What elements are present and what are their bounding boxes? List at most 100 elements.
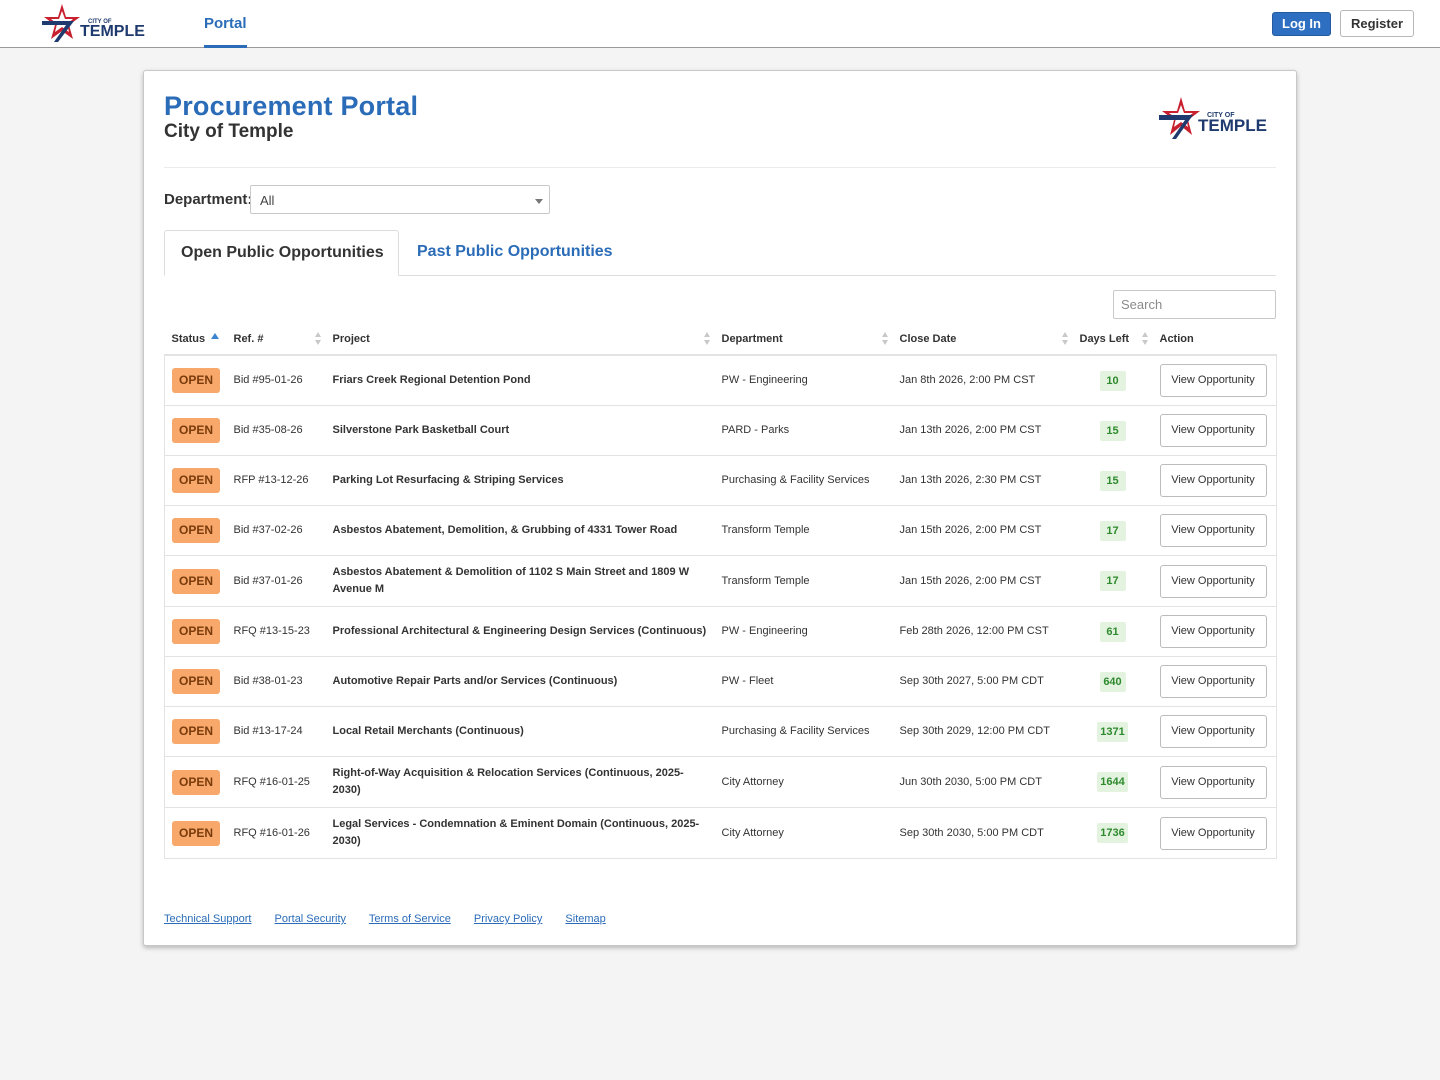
ref-number: Bid #13-17-24 (233, 725, 303, 737)
page-subtitle: City of Temple (164, 121, 294, 142)
close-date: Sep 30th 2030, 5:00 PM CDT (899, 826, 1044, 839)
search-input[interactable] (1113, 290, 1276, 319)
department: PW - Fleet (721, 675, 774, 687)
status-badge: OPEN (172, 719, 220, 744)
register-button[interactable]: Register (1340, 10, 1414, 37)
column-header-close-date[interactable]: Close Date (892, 324, 1073, 356)
project-name: Asbestos Abatement & Demolition of 1102 … (332, 566, 690, 595)
department: Purchasing & Facility Services (721, 474, 870, 486)
login-button[interactable]: Log In (1272, 12, 1331, 36)
view-opportunity-button[interactable]: View Opportunity (1159, 414, 1267, 447)
table-row: OPEN RFQ #16-01-26 Legal Services - Cond… (164, 807, 1277, 859)
sort-icon (881, 332, 889, 346)
project-name: Legal Services - Condemnation & Eminent … (332, 818, 700, 847)
project-name: Asbestos Abatement, Demolition, & Grubbi… (332, 524, 678, 536)
page-title: Procurement Portal (164, 91, 419, 121)
status-badge: OPEN (172, 368, 220, 393)
footer-link-technical-support[interactable]: Technical Support (164, 913, 252, 925)
days-left-badge: 640 (1099, 671, 1126, 692)
tabs-divider (164, 275, 1276, 276)
department: PARD - Parks (721, 424, 790, 436)
department: Transform Temple (721, 574, 810, 587)
column-header-action: Action (1152, 324, 1277, 356)
project-name: Silverstone Park Basketball Court (332, 424, 510, 436)
table-row: OPEN Bid #13-17-24 Local Retail Merchant… (164, 706, 1277, 757)
logo-large-text: TEMPLE (1198, 116, 1267, 135)
sort-icon (703, 332, 711, 346)
view-opportunity-button[interactable]: View Opportunity (1159, 816, 1267, 850)
sort-asc-icon (211, 333, 220, 339)
close-date: Jan 15th 2026, 2:00 PM CST (899, 574, 1042, 587)
department: City Attorney (721, 775, 784, 788)
logo-small-text: CITY OF (88, 19, 112, 25)
ref-number: Bid #35-08-26 (233, 424, 303, 436)
table-row: OPEN Bid #38-01-23 Automotive Repair Par… (164, 656, 1277, 707)
days-left-badge: 1371 (1097, 721, 1128, 742)
ref-number: RFQ #13-15-23 (233, 625, 310, 637)
view-opportunity-button[interactable]: View Opportunity (1159, 615, 1267, 648)
tab-open-opportunities[interactable]: Open Public Opportunities (164, 230, 399, 276)
table-row: OPEN Bid #37-02-26 Asbestos Abatement, D… (164, 505, 1277, 556)
department: Transform Temple (721, 524, 810, 536)
status-badge: OPEN (172, 669, 220, 694)
view-opportunity-button[interactable]: View Opportunity (1159, 665, 1267, 698)
view-opportunity-button[interactable]: View Opportunity (1159, 564, 1267, 598)
table-row: OPEN Bid #37-01-26 Asbestos Abatement & … (164, 555, 1277, 607)
dropdown-caret-icon (535, 199, 543, 204)
status-badge: OPEN (172, 769, 220, 795)
project-name: Professional Architectural & Engineering… (332, 625, 707, 637)
table-header-row: Status Ref. # Project Department Close D… (164, 324, 1277, 356)
view-opportunity-button[interactable]: View Opportunity (1159, 464, 1267, 497)
footer-links: Technical Support Portal Security Terms … (164, 913, 626, 925)
ref-number: Bid #95-01-26 (233, 374, 303, 386)
sort-icon (1141, 332, 1149, 346)
view-opportunity-button[interactable]: View Opportunity (1159, 765, 1267, 799)
footer-link-sitemap[interactable]: Sitemap (565, 913, 606, 925)
nav-portal-tab[interactable]: Portal (204, 0, 247, 48)
portal-card: Procurement Portal City of Temple CITY O… (143, 70, 1297, 946)
view-opportunity-button[interactable]: View Opportunity (1159, 364, 1267, 397)
city-logo[interactable]: CITY OF TEMPLE (40, 2, 150, 46)
status-badge: OPEN (172, 820, 220, 846)
ref-number: Bid #38-01-23 (233, 675, 303, 687)
table-row: OPEN RFP #13-12-26 Parking Lot Resurfaci… (164, 455, 1277, 506)
department: PW - Engineering (721, 374, 808, 386)
footer-link-portal-security[interactable]: Portal Security (274, 913, 347, 925)
status-badge: OPEN (172, 418, 220, 443)
column-header-department[interactable]: Department (714, 324, 893, 356)
ref-number: Bid #37-02-26 (233, 524, 303, 536)
table-row: OPEN RFQ #13-15-23 Professional Architec… (164, 606, 1277, 657)
project-name: Right-of-Way Acquisition & Relocation Se… (332, 767, 684, 796)
days-left-badge: 15 (1099, 470, 1126, 491)
project-name: Local Retail Merchants (Continuous) (332, 725, 524, 737)
view-opportunity-button[interactable]: View Opportunity (1159, 514, 1267, 547)
days-left-badge: 17 (1099, 520, 1126, 541)
status-badge: OPEN (172, 568, 220, 594)
view-opportunity-button[interactable]: View Opportunity (1159, 715, 1267, 748)
tab-past-opportunities[interactable]: Past Public Opportunities (417, 243, 613, 260)
star-logo-icon (1159, 97, 1200, 139)
department-label: Department: (164, 191, 253, 208)
footer-link-privacy-policy[interactable]: Privacy Policy (473, 913, 543, 925)
ref-number: Bid #37-01-26 (233, 574, 303, 587)
project-name: Parking Lot Resurfacing & Striping Servi… (332, 474, 564, 486)
status-badge: OPEN (172, 468, 220, 493)
table-row: OPEN Bid #35-08-26 Silverstone Park Bask… (164, 405, 1277, 456)
column-header-ref[interactable]: Ref. # (226, 324, 326, 356)
ref-number: RFQ #16-01-25 (233, 775, 310, 788)
column-header-status[interactable]: Status (164, 324, 227, 356)
close-date: Feb 28th 2026, 12:00 PM CST (899, 625, 1049, 637)
project-name: Automotive Repair Parts and/or Services … (332, 675, 618, 687)
department: City Attorney (721, 826, 784, 839)
column-header-project[interactable]: Project (325, 324, 715, 356)
column-header-days-left[interactable]: Days Left (1072, 324, 1153, 356)
days-left-badge: 61 (1099, 621, 1126, 642)
close-date: Jun 30th 2030, 5:00 PM CDT (899, 775, 1042, 788)
footer-link-terms-of-service[interactable]: Terms of Service (368, 913, 451, 925)
department-select[interactable]: All (250, 185, 550, 214)
logo-small-text: CITY OF (1207, 112, 1235, 119)
days-left-badge: 15 (1099, 420, 1126, 441)
close-date: Jan 13th 2026, 2:30 PM CST (899, 474, 1042, 486)
table-row: OPEN RFQ #16-01-25 Right-of-Way Acquisit… (164, 756, 1277, 808)
ref-number: RFP #13-12-26 (233, 474, 309, 486)
